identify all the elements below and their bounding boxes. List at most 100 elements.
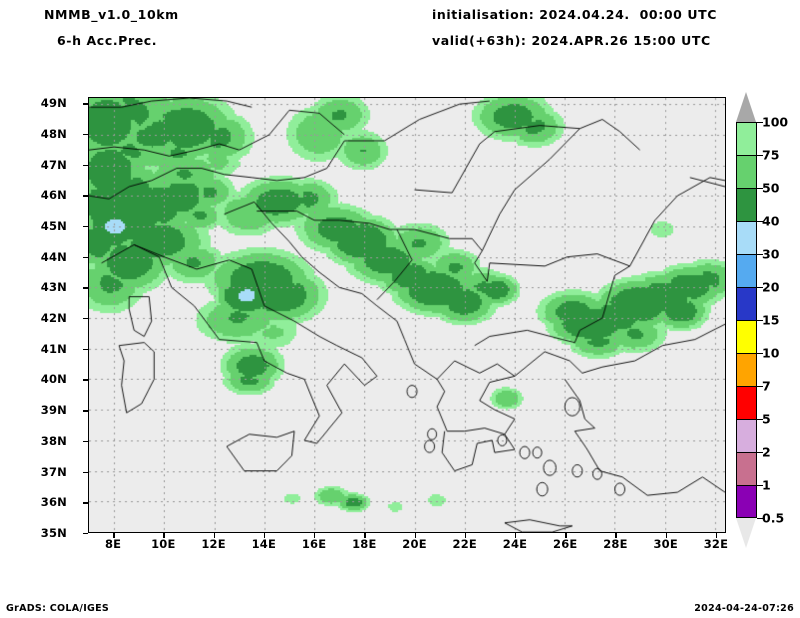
x-tick-8E: 8E [104,537,122,551]
colorbar-label-2: 2 [762,444,771,460]
valid-time: valid(+63h): 2024.APR.26 15:00 UTC [432,33,711,48]
colorbar-tickmark [757,122,763,124]
x-tickmark [565,533,567,538]
x-tickmark [515,533,517,538]
colorbar-band-5 [736,386,757,419]
x-tickmark [615,533,617,538]
x-tickmark [263,533,266,538]
colorbar-tickmark [757,386,763,388]
colorbar-under-arrow-icon [736,518,756,548]
colorbar-band-2 [736,419,757,452]
x-tick-12E: 12E [201,537,226,551]
y-tickmark [83,502,88,504]
y-tick-38N: 38N [40,433,67,448]
colorbar-label-10: 10 [762,345,780,361]
y-tick-39N: 39N [40,403,67,418]
grads-credit: GrADS: COLA/IGES [6,603,110,614]
x-tickmark [715,533,718,538]
field-title: 6-h Acc.Prec. [57,33,158,48]
colorbar-tickmark [757,320,763,322]
x-tick-18E: 18E [352,537,377,551]
y-tick-45N: 45N [40,218,67,233]
y-tickmark [83,164,88,166]
colorbar-band-50 [736,155,757,188]
colorbar-band-40 [736,188,757,221]
y-tickmark [83,318,88,320]
y-tickmark [83,440,88,443]
colorbar-label-100: 100 [762,114,789,130]
precipitation-map[interactable] [88,97,726,533]
y-tickmark [83,471,88,473]
colorbar-tickmark [757,221,763,223]
x-tickmark [665,533,668,538]
y-tickmark [83,195,88,197]
y-tickmark [83,348,88,351]
x-tickmark [364,533,366,538]
y-tick-42N: 42N [40,311,67,326]
x-tickmark [213,533,215,538]
y-tick-36N: 36N [40,495,67,510]
x-tickmark [314,533,316,538]
colorbar-tickmark [757,419,763,421]
colorbar-label-75: 75 [762,147,780,163]
colorbar-band-20 [736,254,757,287]
y-tick-44N: 44N [40,249,67,264]
colorbar-label-50: 50 [762,180,780,196]
x-tickmark [464,533,467,538]
y-tick-41N: 41N [40,341,67,356]
colorbar-label-5: 5 [762,411,771,427]
model-title: NMMB_v1.0_10km [44,7,179,22]
y-tickmark [83,379,88,381]
colorbar-band-7 [736,353,757,386]
y-tick-40N: 40N [40,372,67,387]
y-tick-37N: 37N [40,464,67,479]
colorbar-label-40: 40 [762,213,780,229]
colorbar-tickmark [757,485,763,487]
y-tick-43N: 43N [40,280,67,295]
x-tick-22E: 22E [452,537,477,551]
x-tick-26E: 26E [553,537,578,551]
y-tickmark [83,225,88,228]
y-tickmark [83,256,88,259]
colorbar-label-20: 20 [762,279,780,295]
colorbar-band-15 [736,287,757,320]
colorbar-band-30 [736,221,757,254]
colorbar-band-0.5 [736,485,757,518]
x-tick-20E: 20E [402,537,427,551]
colorbar-over-arrow-icon [736,92,756,122]
colorbar-tickmark [757,452,763,454]
colorbar-label-7: 7 [762,378,771,394]
colorbar-tickmark [757,287,763,289]
x-tick-16E: 16E [301,537,327,551]
colorbar-label-15: 15 [762,312,780,328]
y-tick-47N: 47N [40,157,67,172]
x-tick-30E: 30E [653,537,678,551]
render-timestamp: 2024-04-24-07:26 [694,603,794,614]
y-tick-35N: 35N [40,526,67,540]
colorbar-label-0.5: 0.5 [762,510,785,526]
coastlines-and-gridlines [89,98,725,532]
x-tick-14E: 14E [251,537,277,551]
initialisation-time: initialisation: 2024.04.24. 00:00 UTC [432,7,718,22]
colorbar-tickmark [757,518,763,520]
colorbar[interactable] [736,122,757,518]
y-tick-48N: 48N [40,126,67,141]
x-tick-28E: 28E [603,537,628,551]
colorbar-label-30: 30 [762,246,780,262]
x-tick-24E: 24E [502,537,528,551]
colorbar-band-10 [736,320,757,353]
colorbar-tickmark [757,155,763,157]
colorbar-label-1: 1 [762,477,771,493]
x-tickmark [414,533,416,538]
y-tickmark [83,533,88,535]
y-tick-49N: 49N [40,96,67,111]
colorbar-tickmark [757,254,763,256]
x-tickmark [113,533,115,538]
y-tickmark [83,103,88,105]
x-tick-10E: 10E [151,537,176,551]
colorbar-tickmark [757,353,763,355]
colorbar-band-75 [736,122,757,155]
x-tickmark [163,533,165,538]
y-tickmark [83,410,88,412]
x-tick-32E: 32E [703,537,729,551]
